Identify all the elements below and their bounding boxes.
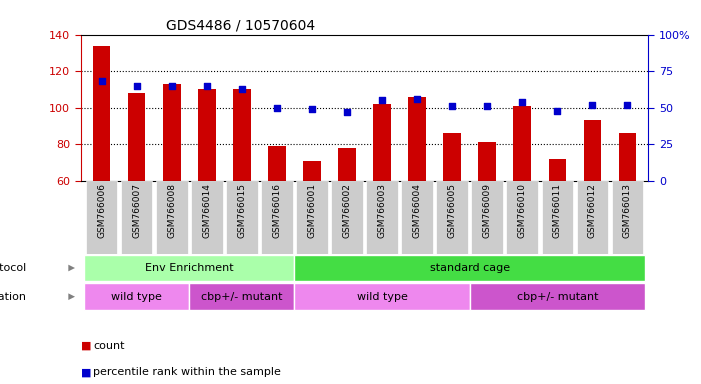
Point (166, 83, 177, 89)
Bar (478, 142, 496, 180)
Bar (163, 84, 181, 180)
Point (622, 102, 633, 108)
FancyBboxPatch shape (84, 283, 189, 310)
Text: ■: ■ (81, 367, 95, 377)
FancyBboxPatch shape (470, 283, 645, 310)
Text: GSM766005: GSM766005 (448, 183, 456, 238)
Point (236, 86, 247, 92)
Text: wild type: wild type (111, 292, 162, 302)
Text: Env Enrichment: Env Enrichment (145, 263, 233, 273)
Bar (409, 97, 426, 180)
Point (96, 78, 107, 84)
Bar (233, 89, 251, 180)
Point (306, 106, 318, 112)
FancyBboxPatch shape (121, 180, 153, 254)
Bar (93, 46, 111, 180)
Bar (198, 89, 216, 180)
Text: wild type: wild type (357, 292, 407, 302)
Text: GSM766007: GSM766007 (132, 183, 141, 238)
Text: GSM766011: GSM766011 (553, 183, 562, 238)
FancyBboxPatch shape (367, 180, 398, 254)
Text: genotype/variation: genotype/variation (0, 292, 27, 302)
Point (587, 102, 598, 108)
Point (517, 99, 528, 105)
Bar (619, 133, 637, 180)
Bar (584, 120, 601, 180)
FancyBboxPatch shape (156, 180, 188, 254)
Bar (444, 133, 461, 180)
Text: protocol: protocol (0, 263, 27, 273)
Text: GSM766006: GSM766006 (97, 183, 106, 238)
Text: percentile rank within the sample: percentile rank within the sample (93, 367, 281, 377)
Text: GDS4486 / 10570604: GDS4486 / 10570604 (166, 18, 315, 32)
Text: GSM766013: GSM766013 (623, 183, 632, 238)
Bar (339, 148, 356, 180)
FancyBboxPatch shape (294, 283, 470, 310)
Text: GSM766008: GSM766008 (168, 183, 176, 238)
Text: GSM766009: GSM766009 (483, 183, 491, 238)
FancyBboxPatch shape (402, 180, 433, 254)
FancyBboxPatch shape (84, 255, 294, 281)
Text: GSM766001: GSM766001 (308, 183, 316, 238)
FancyBboxPatch shape (507, 180, 538, 254)
FancyBboxPatch shape (226, 180, 258, 254)
FancyBboxPatch shape (189, 283, 294, 310)
Bar (514, 106, 531, 180)
Text: GSM766016: GSM766016 (273, 183, 281, 238)
Point (131, 83, 142, 89)
Text: GSM766015: GSM766015 (238, 183, 246, 238)
Text: ■: ■ (81, 341, 95, 351)
Bar (128, 93, 146, 180)
FancyBboxPatch shape (436, 180, 468, 254)
Text: cbp+/- mutant: cbp+/- mutant (201, 292, 283, 302)
Point (482, 103, 493, 109)
Text: GSM766010: GSM766010 (518, 183, 526, 238)
Point (271, 104, 283, 111)
Point (447, 103, 458, 109)
Bar (374, 104, 391, 180)
FancyBboxPatch shape (294, 255, 645, 281)
Point (411, 96, 423, 102)
FancyBboxPatch shape (577, 180, 608, 254)
Text: GSM766004: GSM766004 (413, 183, 421, 238)
Text: count: count (93, 341, 125, 351)
Text: GSM766012: GSM766012 (588, 183, 597, 238)
Text: cbp+/- mutant: cbp+/- mutant (517, 292, 598, 302)
Text: standard cage: standard cage (430, 263, 510, 273)
FancyBboxPatch shape (472, 180, 503, 254)
Bar (268, 146, 286, 180)
FancyBboxPatch shape (86, 180, 118, 254)
Bar (549, 159, 566, 180)
Point (201, 83, 212, 89)
FancyBboxPatch shape (542, 180, 573, 254)
FancyBboxPatch shape (332, 180, 363, 254)
Point (552, 108, 563, 114)
Text: GSM766002: GSM766002 (343, 183, 351, 238)
Text: GSM766003: GSM766003 (378, 183, 386, 238)
Bar (303, 161, 320, 180)
FancyBboxPatch shape (261, 180, 293, 254)
FancyBboxPatch shape (612, 180, 644, 254)
Text: GSM766014: GSM766014 (203, 183, 211, 238)
FancyBboxPatch shape (297, 180, 328, 254)
FancyBboxPatch shape (191, 180, 223, 254)
Point (341, 109, 353, 115)
Point (376, 97, 388, 103)
